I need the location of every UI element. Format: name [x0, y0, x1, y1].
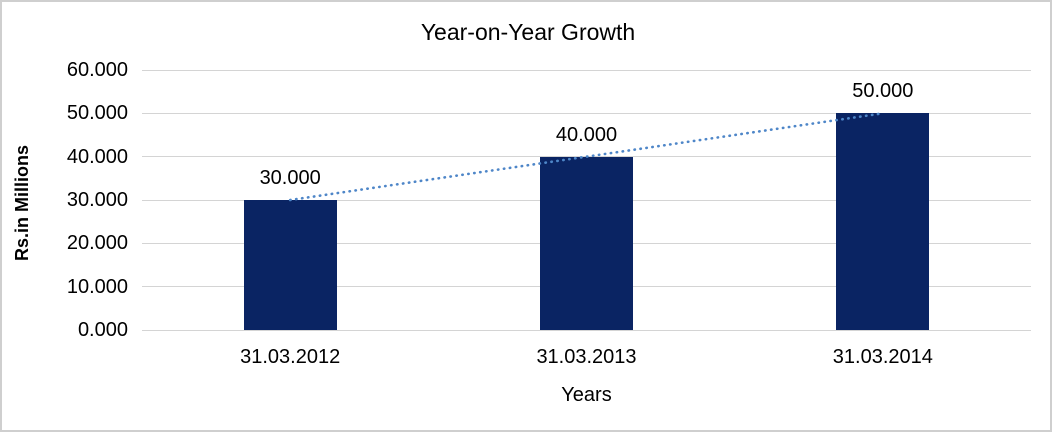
y-tick-label: 0.000: [77, 319, 128, 341]
bar: [540, 156, 633, 330]
y-tick-label: 30.000: [66, 189, 128, 211]
y-tick-label: 60.000: [66, 59, 128, 81]
x-tick-label: 31.03.2012: [240, 346, 341, 368]
y-tick-label: 20.000: [66, 232, 128, 255]
bar-value-label: 30.000: [259, 167, 321, 189]
x-axis-title: Years: [561, 384, 612, 406]
x-tick-label: 31.03.2014: [832, 346, 933, 368]
y-tick-label: 10.000: [66, 275, 128, 298]
y-tick-label: 40.000: [66, 145, 128, 168]
bar-value-label: 40.000: [555, 123, 618, 146]
bar: [243, 200, 337, 330]
gridline: [142, 329, 1031, 331]
bar-value-label: 50.000: [852, 80, 914, 103]
y-tick-label: 50.000: [66, 102, 128, 125]
x-tick-label: 31.03.2013: [536, 346, 637, 368]
bar: [836, 113, 930, 330]
gridline: [142, 69, 1031, 71]
chart-title: Year-on-Year Growth: [420, 19, 636, 45]
